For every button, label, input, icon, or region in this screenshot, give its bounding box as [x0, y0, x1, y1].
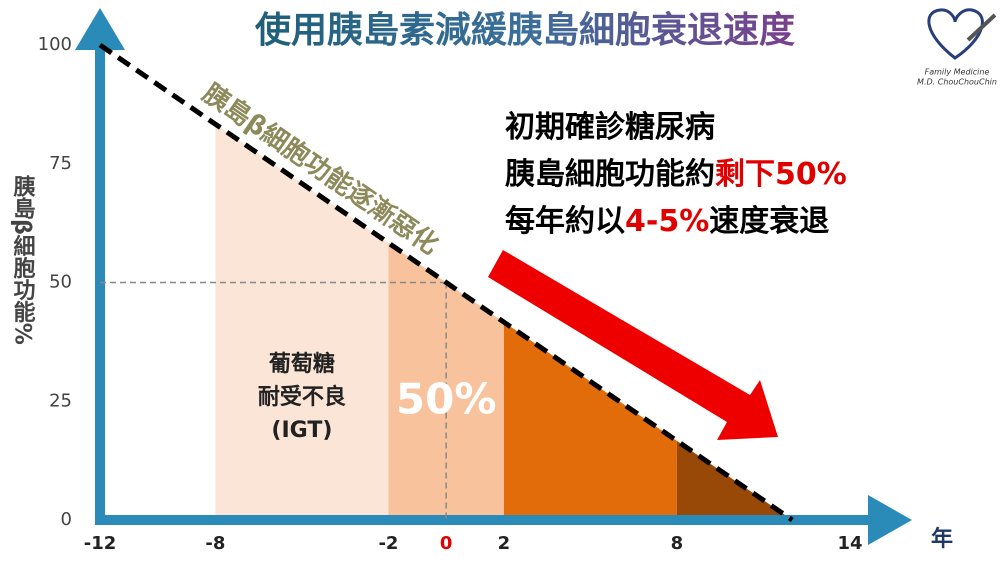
note-segment: 剩下50% — [715, 157, 847, 192]
x-tick-label: 2 — [498, 533, 511, 554]
logo-text: Family Medicine — [925, 68, 990, 77]
note-line: 每年約以4-5%速度衰退 — [505, 204, 829, 239]
x-tick-label: 8 — [671, 533, 684, 554]
note-segment: 速度衰退 — [709, 204, 829, 239]
note-line: 胰島細胞功能約剩下50% — [505, 157, 847, 192]
y-tick-label: 100 — [38, 34, 72, 55]
y-tick-label: 25 — [49, 390, 72, 411]
y-tick-label: 50 — [49, 272, 72, 293]
x-axis-label: 年 — [931, 526, 953, 552]
x-tick-label: 14 — [837, 533, 862, 554]
region-text: 耐受不良 — [258, 384, 346, 410]
logo: Family Medicine M.D. ChouChouChin — [917, 8, 997, 87]
x-tick-label: -2 — [378, 533, 398, 554]
region — [215, 124, 389, 521]
region — [388, 242, 504, 520]
chart-title: 使用胰島素減緩胰島細胞衰退速度 — [255, 10, 795, 51]
note-segment: 胰島細胞功能約 — [505, 157, 715, 192]
region — [503, 322, 677, 520]
y-tick-label: 0 — [61, 509, 72, 530]
note-line: 初期確診糖尿病 — [505, 110, 715, 145]
region-value-label: 50% — [396, 375, 497, 424]
region-text: 葡萄糖 — [268, 351, 335, 377]
x-tick-label: -8 — [205, 533, 225, 554]
region-text: (IGT) — [271, 418, 332, 443]
x-tick-label: -12 — [84, 533, 117, 554]
x-tick-label: 0 — [440, 533, 453, 554]
decline-line — [98, 42, 794, 523]
y-tick-label: 75 — [49, 153, 72, 174]
note-segment: 每年約以 — [505, 204, 625, 239]
logo-text: M.D. ChouChouChin — [917, 78, 997, 87]
trend-arrow — [488, 250, 778, 440]
note-segment: 初期確診糖尿病 — [505, 110, 715, 145]
y-axis-label: 胰島β細胞功能% — [10, 175, 36, 345]
note-segment: 4-5% — [625, 204, 709, 239]
